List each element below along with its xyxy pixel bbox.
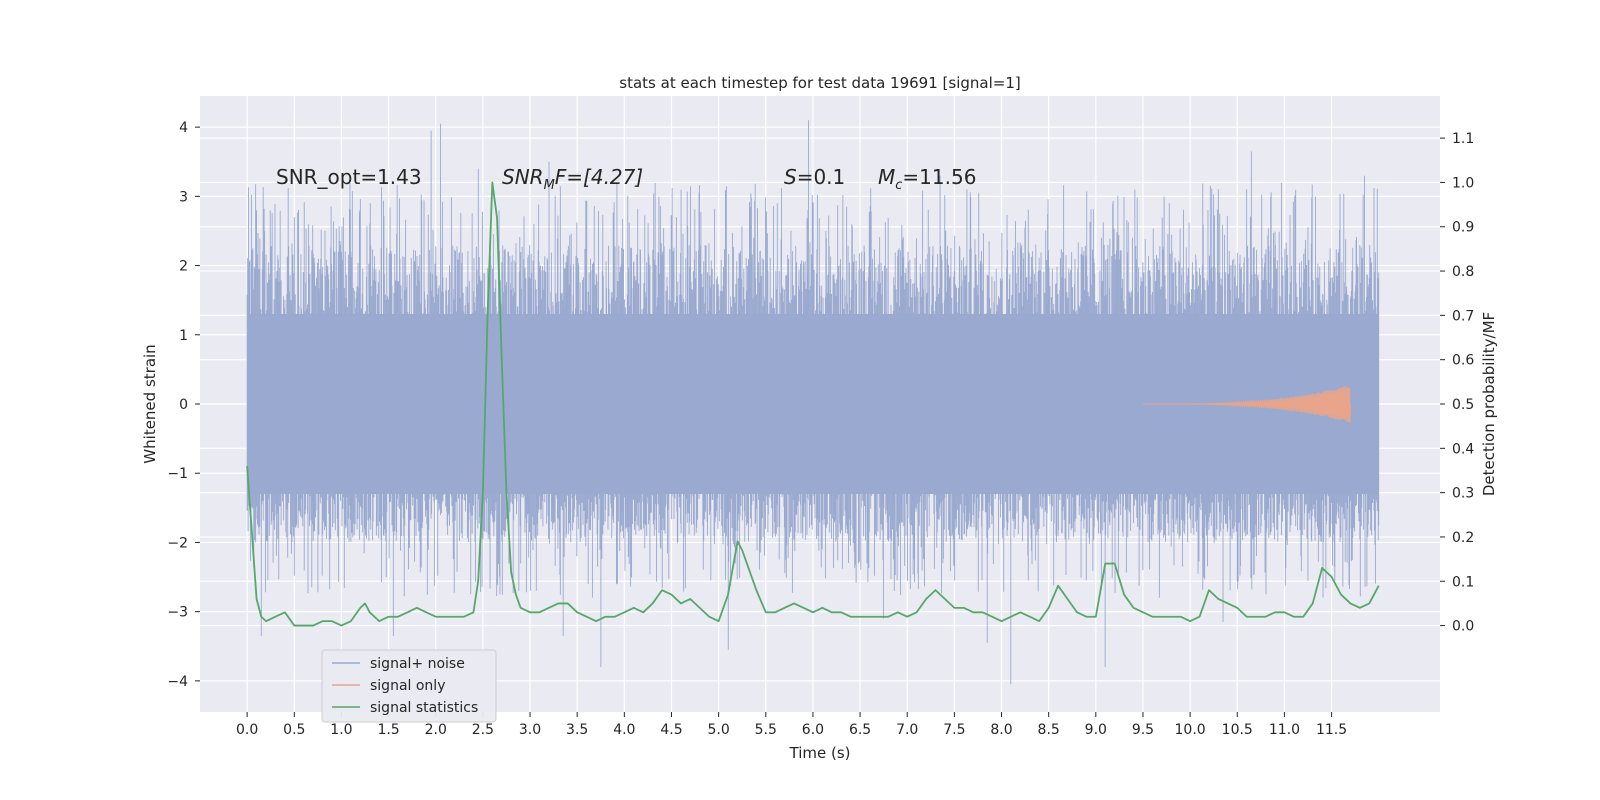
annotation-s-base: S xyxy=(784,165,797,189)
annotation-s: S=0.1 xyxy=(784,165,845,189)
x-tick-label-7: 3.5 xyxy=(566,722,588,738)
x-tick-label-6: 3.0 xyxy=(519,722,541,738)
x-tick-label-11: 5.5 xyxy=(755,722,777,738)
y-tick-label-4: 0 xyxy=(179,397,188,413)
y-tick-label-3: 1 xyxy=(179,328,188,344)
y2-tick-label-8: 0.3 xyxy=(1452,486,1474,502)
y2-tick-label-4: 0.7 xyxy=(1452,308,1474,324)
x-tick-label-18: 9.0 xyxy=(1085,722,1107,738)
annotation-snr-mf-base: SNR xyxy=(502,165,544,189)
y2-tick-label-10: 0.1 xyxy=(1452,574,1474,590)
signal-statistics-line xyxy=(246,181,1380,627)
x-tick-label-13: 6.5 xyxy=(849,722,871,738)
signal-only-trace xyxy=(1142,386,1351,423)
y2-tick-label-3: 0.8 xyxy=(1452,264,1474,280)
x-tick-label-23: 11.5 xyxy=(1316,722,1347,738)
x-tick-label-5: 2.5 xyxy=(472,722,494,738)
x-tick-label-8: 4.0 xyxy=(613,722,635,738)
y2-tick-label-2: 0.9 xyxy=(1452,220,1474,236)
annotation-mc-rest: =11.56 xyxy=(902,165,976,189)
x-tick-label-19: 9.5 xyxy=(1132,722,1154,738)
x-tick-label-3: 1.5 xyxy=(377,722,399,738)
y-tick-label-2: 2 xyxy=(179,259,188,275)
x-axis-ticks: 0.0 0.5 1.0 1.5 2.0 2.5 3.0 3.5 4.0 4.5 5.0 5.5 6.0 6… xyxy=(236,712,1347,738)
y2-tick-label-5: 0.6 xyxy=(1452,353,1474,369)
y-axis-ticks: 4 3 2 1 0 −1 −2 −3 −4 xyxy=(167,120,200,690)
x-tick-label-22: 11.0 xyxy=(1269,722,1300,738)
x-tick-label-2: 1.0 xyxy=(330,722,352,738)
series-signal-only xyxy=(1142,386,1351,423)
annotation-mc: Mc=11.56 xyxy=(878,165,976,193)
x-tick-label-15: 7.5 xyxy=(943,722,965,738)
annotation-s-rest: =0.1 xyxy=(797,165,846,189)
x-tick-label-4: 2.0 xyxy=(425,722,447,738)
y-tick-label-0: 4 xyxy=(179,120,188,136)
x-tick-label-10: 5.0 xyxy=(707,722,729,738)
annotation-snr-opt: SNR_opt=1.43 xyxy=(276,165,422,189)
y2-tick-label-1: 1.0 xyxy=(1452,175,1474,191)
y-tick-label-7: −3 xyxy=(167,605,188,621)
legend-box xyxy=(321,649,497,723)
annotation-mc-base: M xyxy=(878,165,895,189)
y-axis-label: Whitened strain xyxy=(141,344,159,463)
legend-label-signal-statistics: signal statistics xyxy=(370,700,478,716)
legend-label-signal-only: signal only xyxy=(370,678,445,694)
y-tick-label-8: −4 xyxy=(167,674,188,690)
legend: signal+ noise signal only signal statist… xyxy=(321,649,497,723)
annotation-snr-mf: SNRMF=[4.27] xyxy=(502,165,643,193)
y-tick-label-1: 3 xyxy=(179,189,188,205)
y-tick-label-5: −1 xyxy=(167,466,188,482)
y2-tick-label-7: 0.4 xyxy=(1452,441,1474,457)
x-tick-label-12: 6.0 xyxy=(802,722,824,738)
annotation-mc-sub: c xyxy=(895,178,902,193)
y2-axis-ticks: 1.1 1.0 0.9 0.8 0.7 0.6 0.5 0.4 0.3 0.2 0.1 0.0 xyxy=(1440,131,1474,635)
series-signal-statistics xyxy=(246,181,1380,627)
legend-label-signal-noise: signal+ noise xyxy=(370,656,465,672)
x-tick-label-17: 8.5 xyxy=(1038,722,1060,738)
y2-tick-label-0: 1.1 xyxy=(1452,131,1474,147)
annotation-snr-mf-rest: F=[4.27] xyxy=(555,165,643,189)
x-tick-label-9: 4.5 xyxy=(660,722,682,738)
chart-title: stats at each timestep for test data 196… xyxy=(619,74,1020,92)
x-tick-label-20: 10.0 xyxy=(1175,722,1206,738)
x-tick-label-0: 0.0 xyxy=(236,722,258,738)
y-tick-label-6: −2 xyxy=(167,535,188,551)
x-tick-label-14: 7.0 xyxy=(896,722,918,738)
x-tick-label-16: 8.0 xyxy=(990,722,1012,738)
x-tick-label-21: 10.5 xyxy=(1222,722,1253,738)
x-axis-label: Time (s) xyxy=(789,744,851,762)
annotation-snr-mf-sub: M xyxy=(544,178,555,193)
y2-tick-label-9: 0.2 xyxy=(1452,530,1474,546)
y2-tick-label-6: 0.5 xyxy=(1452,397,1474,413)
x-tick-label-1: 0.5 xyxy=(283,722,305,738)
y2-tick-label-11: 0.0 xyxy=(1452,619,1474,635)
y2-axis-label: Detection probability/MF xyxy=(1480,312,1498,496)
